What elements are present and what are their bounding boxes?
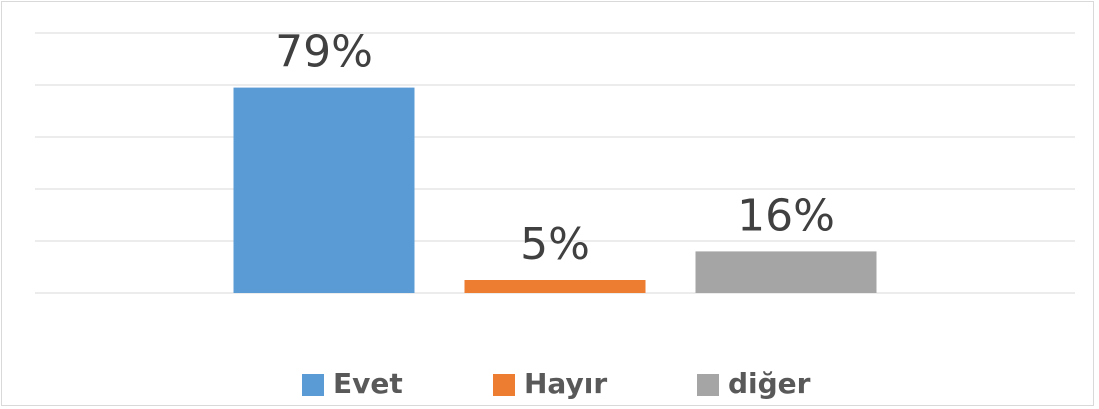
data-label: 79%	[275, 27, 373, 78]
bar	[233, 87, 415, 293]
legend-label: diğer	[728, 367, 811, 400]
data-label: 16%	[737, 190, 835, 241]
bar	[464, 280, 646, 293]
bar	[695, 251, 877, 293]
legend-swatch	[302, 374, 324, 396]
legend-swatch	[493, 374, 515, 396]
legend-label: Hayır	[524, 367, 607, 400]
legend-label: Evet	[333, 367, 403, 400]
legend-swatch	[697, 374, 719, 396]
data-label: 5%	[520, 219, 590, 270]
